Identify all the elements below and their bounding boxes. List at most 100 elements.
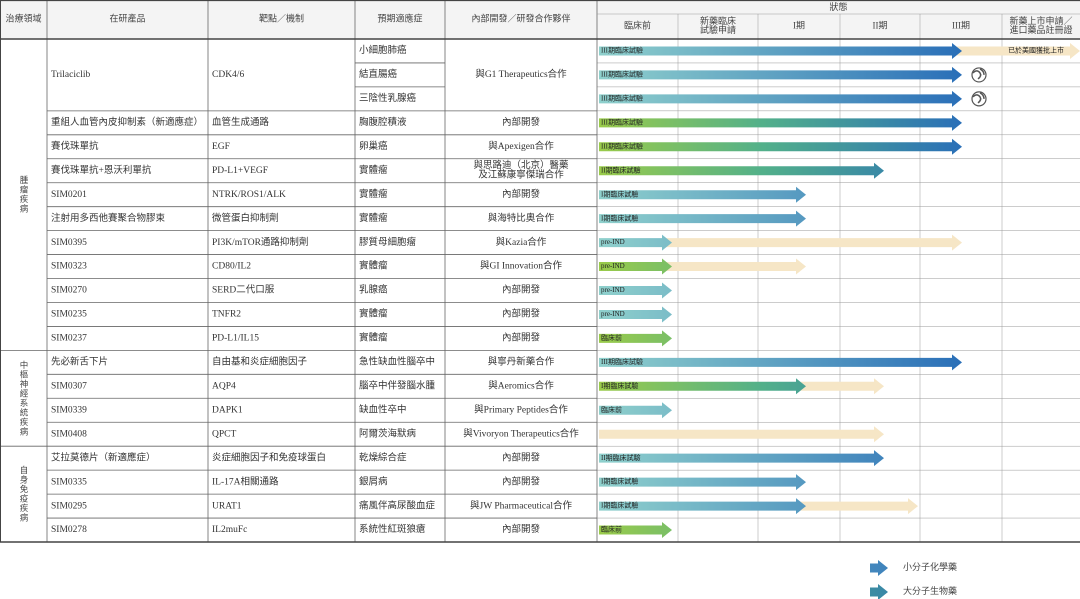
legend-label: 小分子化學藥 — [903, 561, 957, 572]
product: 艾拉莫德片（新適應症） — [51, 451, 156, 463]
legend-label: 大分子生物藥 — [903, 585, 957, 596]
product: SIM0323 — [51, 262, 87, 272]
partner: 內部開發 — [502, 451, 541, 463]
partner: 與GI Innovation合作 — [480, 260, 563, 272]
stage-label: 臨床前 — [601, 405, 622, 414]
annotation: 已於美國獲批上市 — [1008, 46, 1064, 55]
partner: 內部開發 — [502, 332, 541, 344]
stage-label: I期臨床試驗 — [601, 501, 638, 510]
stage-label: III期臨床試驗 — [601, 117, 643, 126]
stage-label: pre-IND — [601, 286, 625, 294]
stage-header: 新藥上市申請／進口藥品註冊證 — [1009, 15, 1072, 35]
partner-line: 及江蘇康寧傑瑞合作 — [478, 169, 564, 181]
indication: 急性缺血性腦卒中 — [359, 356, 435, 368]
progress-arrow — [599, 186, 806, 203]
product: SIM0270 — [51, 286, 87, 296]
stage-label: 臨床前 — [601, 333, 622, 342]
partner: 內部開發 — [502, 523, 541, 535]
progress-arrow — [599, 138, 962, 155]
indication: 三陰性乳腺癌 — [359, 92, 417, 104]
stage-label: III期臨床試驗 — [601, 357, 643, 366]
product: SIM0278 — [51, 525, 87, 535]
extension-arrow — [952, 42, 1080, 59]
target: 血管生成通路 — [212, 116, 270, 128]
partner: 內部開發 — [502, 308, 541, 320]
indication: 實體瘤 — [359, 164, 388, 176]
stage-label: I期臨床試驗 — [601, 477, 638, 486]
indication: 實體瘤 — [359, 188, 388, 200]
stage-label: III期臨床試驗 — [601, 46, 643, 55]
target: CDK4/6 — [212, 70, 244, 80]
column-header: 靶點／機制 — [259, 13, 304, 24]
progress-arrow — [599, 354, 962, 371]
stage-header-line: 新藥臨床 — [700, 15, 736, 26]
globe-icon-land — [972, 68, 985, 80]
stage-label: III期臨床試驗 — [601, 93, 643, 102]
stage-label: I期臨床試驗 — [601, 213, 638, 222]
stage-header: 臨床前 — [624, 20, 651, 31]
product: SIM0339 — [51, 405, 87, 415]
partner: 與G1 Therapeutics合作 — [475, 68, 567, 80]
stage-header: II期 — [873, 21, 888, 31]
indication: 乾燥綜合症 — [359, 451, 407, 463]
partner: 與Apexigen合作 — [488, 140, 554, 152]
product: SIM0335 — [51, 477, 87, 487]
product: 重組人血管內皮抑制素（新適應症） — [51, 116, 203, 128]
target: NTRK/ROS1/ALK — [212, 190, 286, 200]
target: DAPK1 — [212, 405, 243, 415]
status-header: 狀態 — [829, 1, 847, 12]
extension-arrow — [599, 426, 884, 443]
indication: 實體瘤 — [359, 212, 388, 224]
partner: 內部開發 — [502, 284, 541, 296]
area-label: 腫瘤疾病 — [19, 175, 29, 214]
stage-label: 臨床前 — [601, 525, 622, 534]
stage-header-line: 試驗申請 — [700, 24, 736, 35]
progress-arrow — [599, 498, 806, 515]
partner: 與Primary Peptides合作 — [474, 403, 568, 415]
target: SERD二代口服 — [212, 285, 275, 296]
product: SIM0201 — [51, 190, 87, 200]
indication: 實體瘤 — [359, 332, 388, 344]
target: URAT1 — [212, 501, 242, 511]
stage-label: I期臨床試驗 — [601, 381, 638, 390]
progress-arrow — [599, 282, 672, 299]
progress-arrow — [599, 306, 672, 323]
product: 先必新舌下片 — [51, 356, 108, 368]
column-header: 治療領域 — [5, 13, 41, 24]
partner: 與Aeromics合作 — [488, 379, 554, 391]
stage-label: II期臨床試驗 — [601, 453, 641, 462]
extension-arrow — [662, 234, 962, 251]
target: 炎症細胞因子和免疫球蛋白 — [212, 451, 326, 463]
progress-arrow — [599, 42, 962, 59]
partner: 與思路迪（北京）醫藥及江蘇康寧傑瑞合作 — [473, 159, 569, 181]
indication: 胸腹腔積液 — [359, 116, 407, 128]
column-header: 內部開發／研發合作夥伴 — [471, 13, 570, 24]
target: TNFR2 — [212, 310, 241, 320]
stage-label: pre-IND — [601, 310, 625, 318]
partner: 與寧丹新藥合作 — [488, 356, 555, 368]
progress-arrow — [599, 210, 806, 227]
indication: 實體瘤 — [359, 308, 388, 320]
stage-header: III期 — [952, 21, 970, 31]
partner: 與Kazia合作 — [496, 236, 547, 248]
globe-icon-land — [972, 92, 985, 104]
extension-arrow — [796, 378, 884, 395]
product: SIM0395 — [51, 238, 87, 248]
target: 自由基和炎症細胞因子 — [212, 356, 308, 368]
stage-label: I期臨床試驗 — [601, 189, 638, 198]
product: 注射用多西他賽聚合物膠束 — [51, 212, 166, 224]
product: 賽伐珠單抗 — [51, 140, 99, 152]
indication: 腦卒中伴發腦水腫 — [359, 379, 436, 391]
progress-arrow — [599, 474, 806, 491]
stage-label: pre-IND — [601, 262, 625, 270]
progress-arrow — [599, 90, 962, 107]
product: 賽伐珠單抗+恩沃利單抗 — [51, 164, 152, 176]
target: IL-17A相關通路 — [212, 475, 279, 487]
legend-swatch — [870, 584, 888, 599]
extension-arrow — [662, 258, 806, 275]
area-label: 自身免疫疾病 — [19, 465, 29, 523]
product: SIM0408 — [51, 429, 87, 439]
product: SIM0235 — [51, 310, 87, 320]
indication: 缺血性卒中 — [359, 403, 407, 415]
